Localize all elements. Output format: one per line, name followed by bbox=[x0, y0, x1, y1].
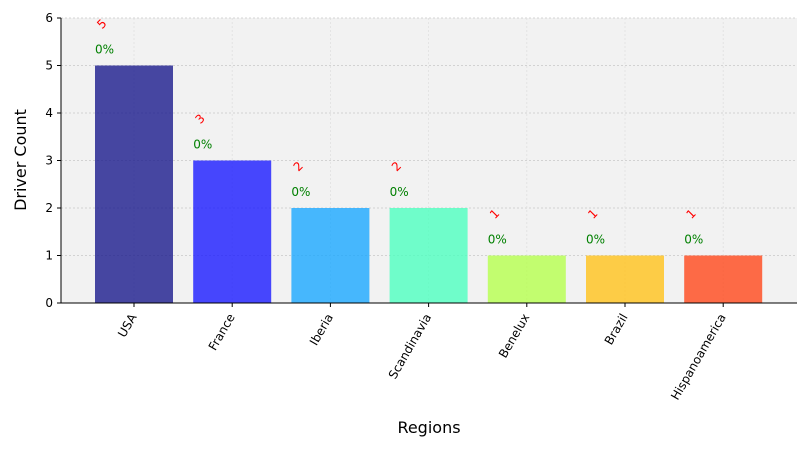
bar-france bbox=[193, 160, 272, 303]
bar-brazil bbox=[586, 255, 664, 303]
x-axis-title: Regions bbox=[397, 418, 460, 437]
y-tick-label: 6 bbox=[45, 11, 53, 25]
y-axis-title: Driver Count bbox=[11, 109, 30, 211]
y-tick-label: 2 bbox=[45, 201, 53, 215]
y-tick-label: 1 bbox=[45, 249, 53, 263]
percent-label: 0% bbox=[586, 233, 605, 247]
bar-hispanoamerica bbox=[684, 255, 763, 303]
y-ticks-group: 0 1 2 3 4 5 6 bbox=[45, 11, 61, 310]
bar-benelux bbox=[487, 255, 566, 303]
y-tick-label: 0 bbox=[45, 296, 53, 310]
x-tick-label: Brazil bbox=[602, 311, 631, 347]
x-tick-label: Hispanoamerica bbox=[668, 311, 729, 402]
percent-label: 0% bbox=[684, 233, 703, 247]
bars-group bbox=[95, 65, 763, 303]
y-tick-label: 3 bbox=[45, 154, 53, 168]
x-ticks-group: USA France Iberia Scandinavia Benelux Brazil H… bbox=[115, 303, 729, 402]
x-tick-label: France bbox=[206, 311, 238, 353]
x-tick-label: Iberia bbox=[307, 311, 336, 348]
percent-label: 0% bbox=[390, 185, 409, 199]
y-tick-label: 5 bbox=[45, 59, 53, 73]
bar-iberia bbox=[291, 208, 370, 303]
percent-label: 0% bbox=[193, 138, 212, 152]
x-tick-label: USA bbox=[115, 311, 140, 340]
percent-label: 0% bbox=[488, 233, 507, 247]
x-tick-label: Scandinavia bbox=[386, 311, 435, 381]
bar-usa bbox=[95, 65, 173, 303]
bar-scandinavia bbox=[389, 208, 468, 303]
x-tick-label: Benelux bbox=[496, 311, 532, 360]
y-tick-label: 4 bbox=[45, 106, 53, 120]
percent-label: 0% bbox=[95, 43, 114, 57]
percent-label: 0% bbox=[291, 185, 310, 199]
